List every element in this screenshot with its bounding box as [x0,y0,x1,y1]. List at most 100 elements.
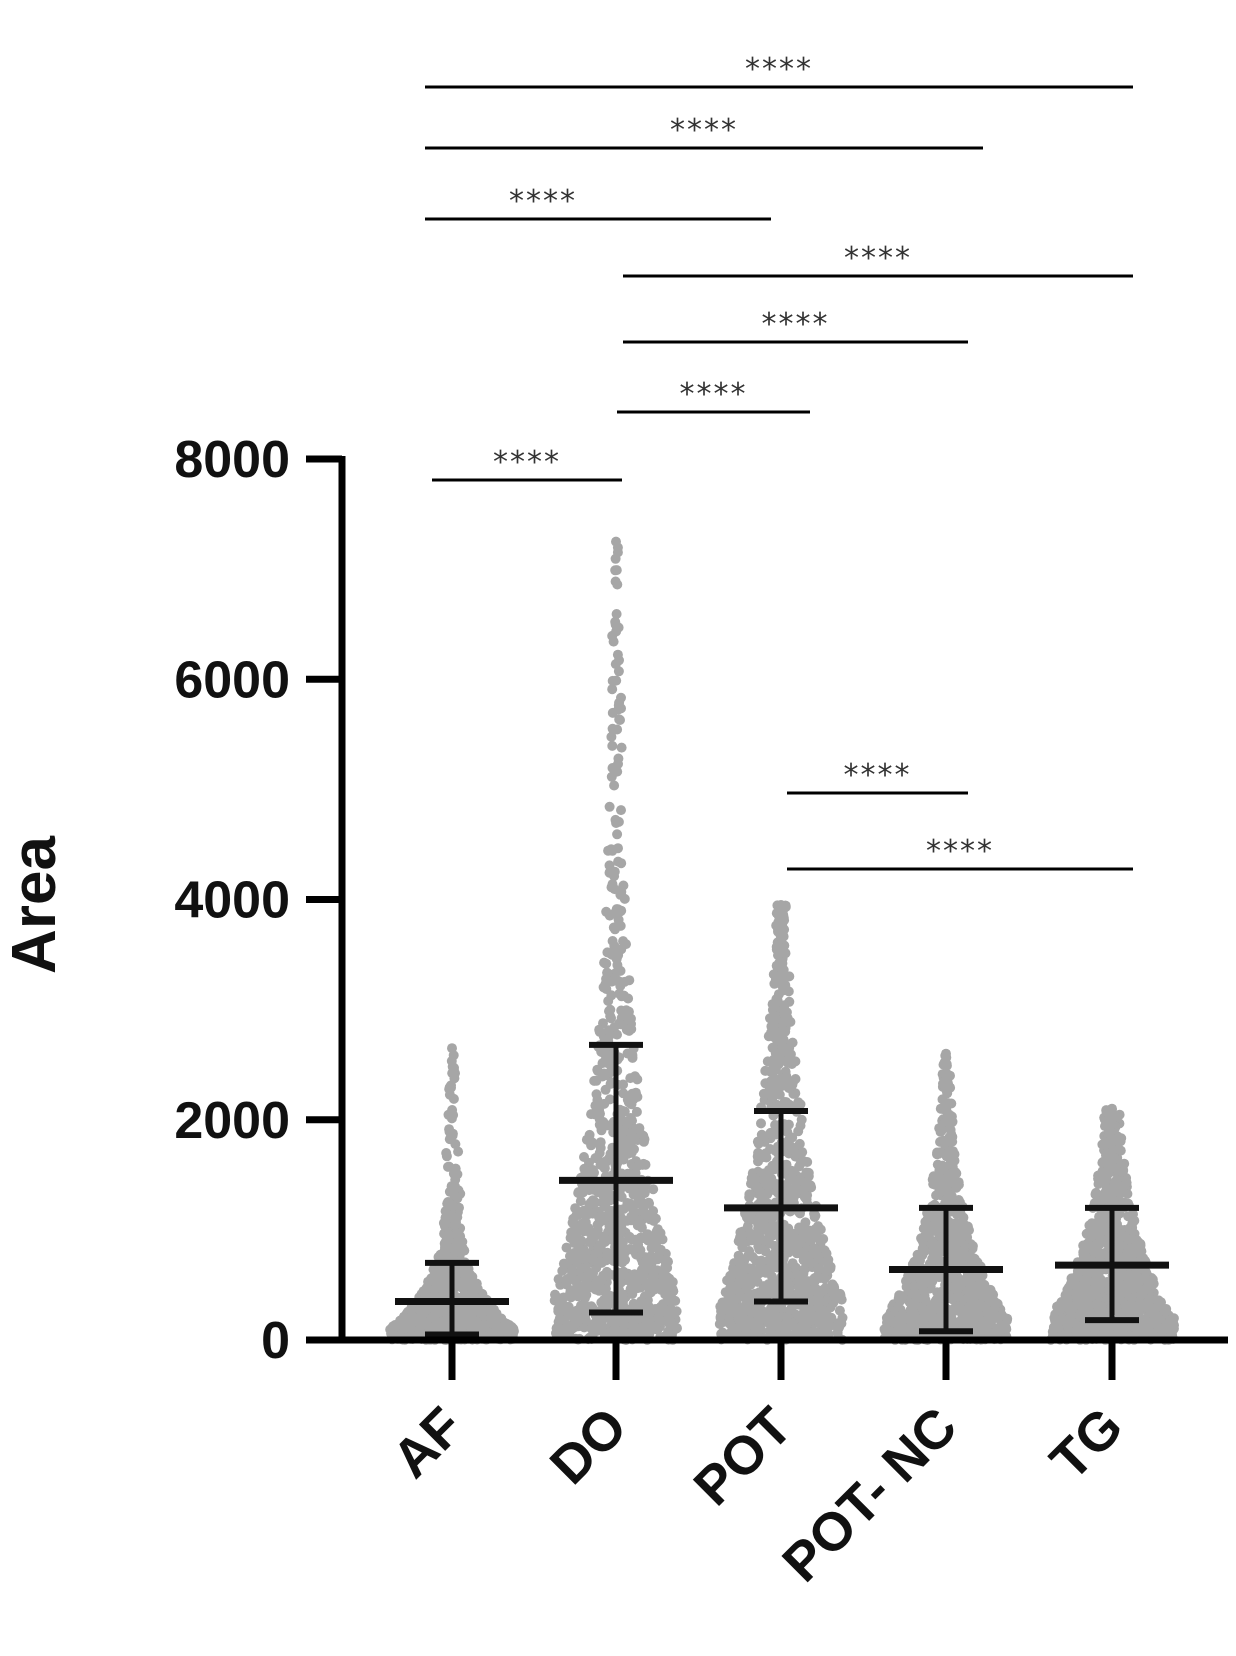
data-point [944,1190,955,1201]
data-point [757,1256,767,1267]
data-point [643,1328,654,1339]
data-point [758,1168,769,1179]
data-point [449,1073,460,1084]
data-point [936,1125,947,1136]
data-point [770,1120,781,1130]
data-point [618,1268,629,1279]
data-point [793,1097,804,1108]
data-point [650,1241,661,1251]
data-point [609,940,620,951]
data-point [1085,1243,1096,1254]
data-point [478,1321,489,1332]
data-point [725,1283,736,1293]
data-point [643,1282,654,1293]
data-point [612,960,623,970]
data-point [618,936,629,947]
data-point [1105,1126,1116,1137]
max-point [611,536,621,547]
significance-label: **** [493,445,561,480]
data-point [819,1245,830,1256]
data-point [941,1059,952,1069]
data-point [982,1314,993,1325]
data-point [830,1293,841,1304]
data-point [643,1197,654,1208]
data-point [658,1303,669,1314]
data-point [398,1312,409,1323]
data-point [951,1182,962,1193]
data-point [592,1275,603,1286]
data-point [592,1246,603,1257]
y-axis-label: Area [0,836,69,974]
data-point [580,1167,591,1177]
data-point [809,1243,820,1254]
data-point [575,1221,586,1232]
data-point [809,1212,820,1222]
data-point [631,1106,642,1117]
data-point [604,1207,615,1218]
data-point [741,1284,752,1295]
data-point [814,1289,825,1300]
data-point [1118,1323,1129,1334]
data-point [596,1257,607,1268]
data-point [621,1005,632,1016]
data-point [798,1231,809,1241]
data-point [979,1279,990,1290]
data-point [442,1235,453,1246]
data-point [619,893,630,904]
data-point [561,1242,572,1253]
data-point [662,1282,673,1293]
data-point [632,1283,643,1294]
data-point [726,1327,737,1338]
data-point [932,1189,943,1200]
data-point [822,1315,833,1326]
data-point [767,1092,778,1103]
data-point [1105,1135,1116,1146]
data-point [606,976,617,987]
data-point [550,1289,560,1300]
data-point [638,1158,649,1169]
data-point [935,1173,946,1184]
data-point [761,1152,772,1163]
data-point [601,906,612,917]
data-point [605,1004,616,1015]
data-point [1134,1248,1145,1259]
data-point [614,697,625,708]
data-point [607,879,618,890]
data-point [632,1242,643,1253]
data-point [770,1211,781,1221]
data-point [1091,1279,1102,1290]
data-point [612,649,623,660]
data-point [561,1279,572,1290]
data-point [672,1323,682,1334]
data-point [783,1223,794,1234]
data-point [598,1215,609,1226]
data-point [388,1321,399,1332]
data-point [608,636,619,647]
data-point [610,814,621,825]
data-point [619,1125,629,1136]
data-point [639,1208,650,1219]
data-point [928,1248,939,1259]
data-point [467,1271,478,1282]
data-point [966,1293,977,1304]
data-point [584,1185,595,1196]
data-point [735,1227,746,1238]
data-point [648,1267,659,1277]
data-point [776,1321,787,1332]
data-point [641,1255,652,1266]
data-point [474,1303,485,1314]
data-point [762,1189,773,1200]
data-point [791,1149,802,1159]
data-point [406,1302,417,1313]
data-point [1089,1219,1100,1230]
data-point [1081,1283,1092,1294]
data-point [453,1146,464,1157]
data-point [574,1243,585,1254]
data-point [1150,1302,1161,1313]
max-point [941,1048,951,1059]
data-point [616,805,626,816]
data-point [717,1297,728,1308]
data-point [996,1320,1007,1331]
data-point [752,1326,763,1337]
data-point [502,1326,513,1337]
